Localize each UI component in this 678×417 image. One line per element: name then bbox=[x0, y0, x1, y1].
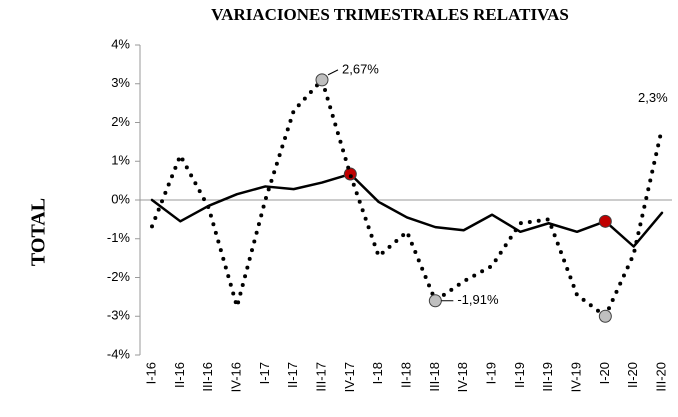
y-tick-label: -1% bbox=[107, 230, 131, 245]
y-tick-label: -4% bbox=[107, 346, 131, 361]
leader-line bbox=[327, 69, 339, 76]
chart-title: VARIACIONES TRIMESTRALES RELATIVAS bbox=[211, 5, 569, 24]
x-tick-label: III-18 bbox=[427, 362, 442, 392]
x-tick-label: IV-16 bbox=[228, 362, 243, 392]
dotted-line bbox=[150, 77, 664, 319]
x-tick-label: II-18 bbox=[398, 362, 413, 388]
annotation: 2,67% bbox=[342, 61, 379, 76]
y-axis-label: TOTAL bbox=[28, 198, 50, 266]
x-tick-label: I-17 bbox=[257, 362, 272, 384]
y-tick-label: 1% bbox=[111, 153, 130, 168]
x-tick-label: II-19 bbox=[512, 362, 527, 388]
line bbox=[150, 172, 664, 248]
x-tick-label: I-18 bbox=[370, 362, 385, 384]
x-tick-label: II-16 bbox=[172, 362, 187, 388]
x-tick-label: I-19 bbox=[483, 362, 498, 384]
y-tick-label: 0% bbox=[111, 191, 130, 206]
highlight-marker bbox=[598, 309, 612, 323]
y-tick-label: 3% bbox=[111, 75, 130, 90]
x-tick-label: IV-17 bbox=[342, 362, 357, 392]
y-tick-label: -3% bbox=[107, 308, 131, 323]
annotation: -1,91% bbox=[457, 292, 499, 307]
x-tick-label: II-20 bbox=[625, 362, 640, 388]
x-tick-label: III-20 bbox=[653, 362, 668, 392]
highlight-marker bbox=[315, 73, 329, 87]
x-tick-label: II-17 bbox=[285, 362, 300, 388]
x-tick-label: I-16 bbox=[143, 362, 158, 384]
y-tick-label: -2% bbox=[107, 269, 131, 284]
x-tick-label: IV-19 bbox=[568, 362, 583, 392]
highlight-marker bbox=[428, 294, 442, 308]
y-tick-label: 4% bbox=[111, 36, 130, 51]
x-tick-label: IV-18 bbox=[455, 362, 470, 392]
highlight-marker bbox=[598, 214, 612, 228]
x-tick-label: III-19 bbox=[540, 362, 555, 392]
y-tick-label: 2% bbox=[111, 114, 130, 129]
highlight-marker bbox=[343, 167, 357, 181]
x-tick-label: III-17 bbox=[313, 362, 328, 392]
x-tick-label: III-16 bbox=[200, 362, 215, 392]
annotation: 2,3% bbox=[638, 90, 668, 105]
x-tick-label: I-20 bbox=[597, 362, 612, 384]
